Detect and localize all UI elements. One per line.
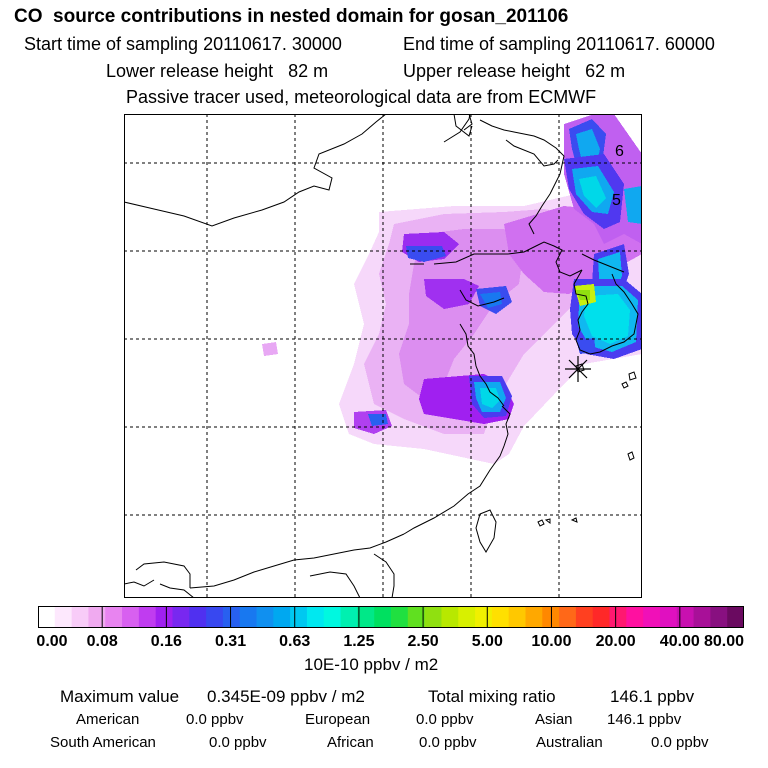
region-value: 0.0 ppbv	[651, 734, 709, 751]
colorbar-swatch	[727, 606, 745, 628]
colorbar-units: 10E-10 ppbv / m2	[304, 655, 439, 674]
colorbar-swatch	[475, 606, 493, 628]
colorbar-swatch	[54, 606, 73, 628]
colorbar-swatch	[525, 606, 543, 628]
upper-release-height: Upper release height 62 m	[403, 61, 626, 81]
colorbar-swatch	[172, 606, 190, 628]
map-panel: 6 5	[124, 114, 642, 598]
colorbar-tick-label: 20.00	[595, 633, 636, 650]
start-time: Start time of sampling 20110617. 30000	[24, 34, 342, 54]
region-value: 0.0 ppbv	[416, 711, 474, 728]
colorbar-swatch	[71, 606, 90, 628]
colorbar-tick-label: 40.00	[659, 633, 700, 650]
colorbar-swatch	[105, 606, 123, 628]
region-name: South American	[50, 734, 156, 751]
coastlines	[124, 114, 639, 598]
colorbar-swatch	[659, 606, 678, 628]
colorbar-frame	[38, 606, 744, 628]
colorbar-swatch	[592, 606, 611, 628]
colorbar-swatch	[508, 606, 527, 628]
colorbar-tick-label: 10.00	[531, 633, 572, 650]
colorbar-swatch	[38, 606, 56, 628]
colorbar-swatch	[323, 606, 342, 628]
plot-title: CO source contributions in nested domain…	[14, 6, 569, 27]
colorbar-swatch	[340, 606, 358, 628]
colorbar-swatch	[626, 606, 644, 628]
colorbar-tick-label: 0.16	[150, 633, 182, 650]
total-mixing-label: Total mixing ratio	[428, 687, 556, 706]
colorbar-swatch	[138, 606, 157, 628]
region-name: European	[305, 711, 371, 728]
colorbar-swatch	[391, 606, 409, 628]
colorbar-swatch	[290, 606, 308, 628]
colorbar-swatch	[357, 606, 375, 628]
map-frame	[124, 114, 642, 598]
total-mixing-value: 146.1 ppbv	[610, 687, 695, 706]
region-name: American	[76, 711, 140, 728]
colorbar-tick-label: 5.00	[471, 633, 503, 650]
colorbar-swatch	[424, 606, 443, 628]
colorbar-swatch	[88, 606, 106, 628]
colorbar-swatch	[155, 606, 174, 628]
concentration-field	[262, 114, 642, 464]
colorbar-swatch	[643, 606, 661, 628]
colorbar-swatch	[222, 606, 241, 628]
colorbar-swatch	[239, 606, 258, 628]
colorbar-tick-label: 0.31	[214, 633, 247, 650]
colorbar-swatch	[374, 606, 392, 628]
region-name: African	[327, 734, 374, 751]
colorbar-swatch	[441, 606, 459, 628]
colorbar-swatch	[256, 606, 274, 628]
colorbar-swatch	[559, 606, 577, 628]
colorbar-swatch	[609, 606, 627, 628]
colorbar-swatch	[306, 606, 325, 628]
colorbar-swatch	[575, 606, 594, 628]
region-value: 146.1 ppbv	[607, 711, 682, 728]
colorbar-tick-label: 1.25	[343, 633, 375, 650]
colorbar-tick-label: 0.08	[86, 633, 118, 650]
colorbar-tick-label: 2.50	[407, 633, 439, 650]
colorbar	[37, 606, 745, 628]
region-name: Asian	[535, 711, 573, 728]
colorbar-swatch	[122, 606, 140, 628]
colorbar-tick-label: 0.00	[36, 633, 68, 650]
contour-label: 5	[612, 192, 621, 209]
region-value: 0.0 ppbv	[419, 734, 477, 751]
colorbar-swatch	[458, 606, 476, 628]
tracer-note: Passive tracer used, meteorological data…	[126, 87, 597, 107]
colorbar-swatch	[491, 606, 510, 628]
colorbar-tick-label: 80.00	[703, 633, 745, 650]
graticule	[124, 114, 642, 598]
colorbar-swatch	[676, 606, 695, 628]
region-value: 0.0 ppbv	[209, 734, 267, 751]
contour-label: 6	[615, 143, 624, 160]
max-value-label: Maximum value	[60, 687, 180, 706]
colorbar-swatch	[710, 606, 728, 628]
colorbar-swatch	[407, 606, 426, 628]
region-name: Australian	[536, 734, 603, 751]
lower-release-height: Lower release height 82 m	[106, 61, 329, 81]
colorbar-swatch	[693, 606, 711, 628]
colorbar-swatch	[273, 606, 291, 628]
end-time: End time of sampling 20110617. 60000	[403, 34, 715, 54]
colorbar-swatch	[206, 606, 224, 628]
colorbar-tick-label: 0.63	[279, 633, 311, 650]
region-value: 0.0 ppbv	[186, 711, 244, 728]
max-value: 0.345E-09 ppbv / m2	[207, 687, 365, 706]
receptor-star-icon	[565, 356, 591, 382]
colorbar-swatch	[189, 606, 207, 628]
